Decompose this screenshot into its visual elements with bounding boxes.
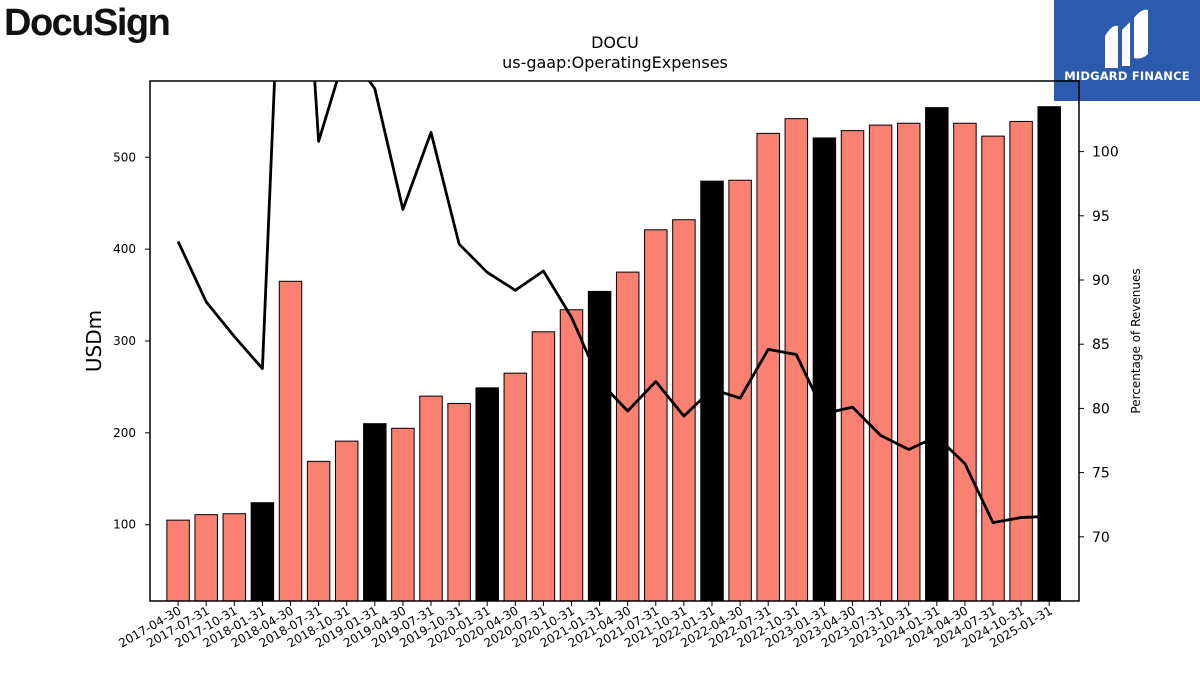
bar-2018-04-30 (278, 280, 303, 602)
bar-2018-07-31 (306, 460, 331, 602)
y-tick-label: 200 (113, 426, 136, 440)
bar-2023-10-31 (896, 122, 921, 602)
y2-tick-label: 75 (1092, 466, 1110, 482)
bar-2024-10-31 (1009, 120, 1033, 602)
docusign-logo: DocuSign (4, 2, 171, 44)
y-axis-label: USDm (82, 310, 106, 372)
bar-2022-10-31 (784, 118, 809, 602)
y2-tick-label: 85 (1092, 337, 1110, 353)
bar-2021-01-31 (587, 290, 612, 602)
bar-2023-07-31 (868, 124, 893, 602)
bar-2024-04-30 (953, 122, 977, 602)
bar-2020-10-31 (559, 309, 584, 602)
y2-tick-label: 90 (1092, 273, 1110, 289)
y2-tick-label: 95 (1092, 209, 1110, 225)
y-tick-label: 500 (113, 150, 136, 164)
bar-2019-04-30 (391, 427, 415, 602)
bar-2020-04-30 (503, 372, 528, 602)
y2-tick-label: 70 (1092, 530, 1110, 546)
bar-2022-04-30 (728, 179, 752, 602)
bar-2018-10-31 (334, 440, 359, 602)
y2-tick-label: 80 (1092, 401, 1110, 417)
y2-axis-label: Percentage of Revenues (1129, 268, 1143, 413)
bar-2020-07-31 (531, 331, 556, 602)
bar-series (166, 106, 1061, 602)
bar-2017-04-30 (166, 519, 190, 602)
y-tick-label: 300 (113, 334, 136, 348)
bar-2018-01-31 (250, 502, 275, 602)
midgard-emblem-icon (1105, 9, 1148, 68)
y-tick-label: 100 (113, 518, 136, 532)
bar-2019-10-31 (447, 402, 471, 602)
bar-2023-01-31 (812, 137, 837, 602)
bar-2017-10-31 (222, 513, 247, 602)
bar-2019-07-31 (419, 395, 443, 602)
bar-2021-04-30 (615, 271, 640, 602)
chart-title: DOCU (591, 33, 639, 52)
publisher-name: MIDGARD FINANCE (1064, 69, 1190, 83)
bar-2024-01-31 (925, 107, 949, 602)
bar-2022-07-31 (756, 132, 780, 602)
bar-2019-01-31 (363, 423, 387, 602)
y2-tick-label: 100 (1092, 145, 1119, 161)
y-tick-label: 400 (113, 242, 136, 256)
bar-2017-07-31 (194, 514, 218, 602)
bar-2023-04-30 (840, 130, 865, 602)
bar-2025-01-31 (1037, 106, 1061, 602)
bar-2021-07-31 (644, 229, 668, 602)
line-series (176, 81, 1050, 525)
revenue-percentage-line (176, 81, 1050, 525)
bar-2020-01-31 (475, 387, 499, 602)
chart-subtitle: us-gaap:OperatingExpenses (502, 53, 728, 72)
bar-2024-07-31 (981, 135, 1005, 602)
